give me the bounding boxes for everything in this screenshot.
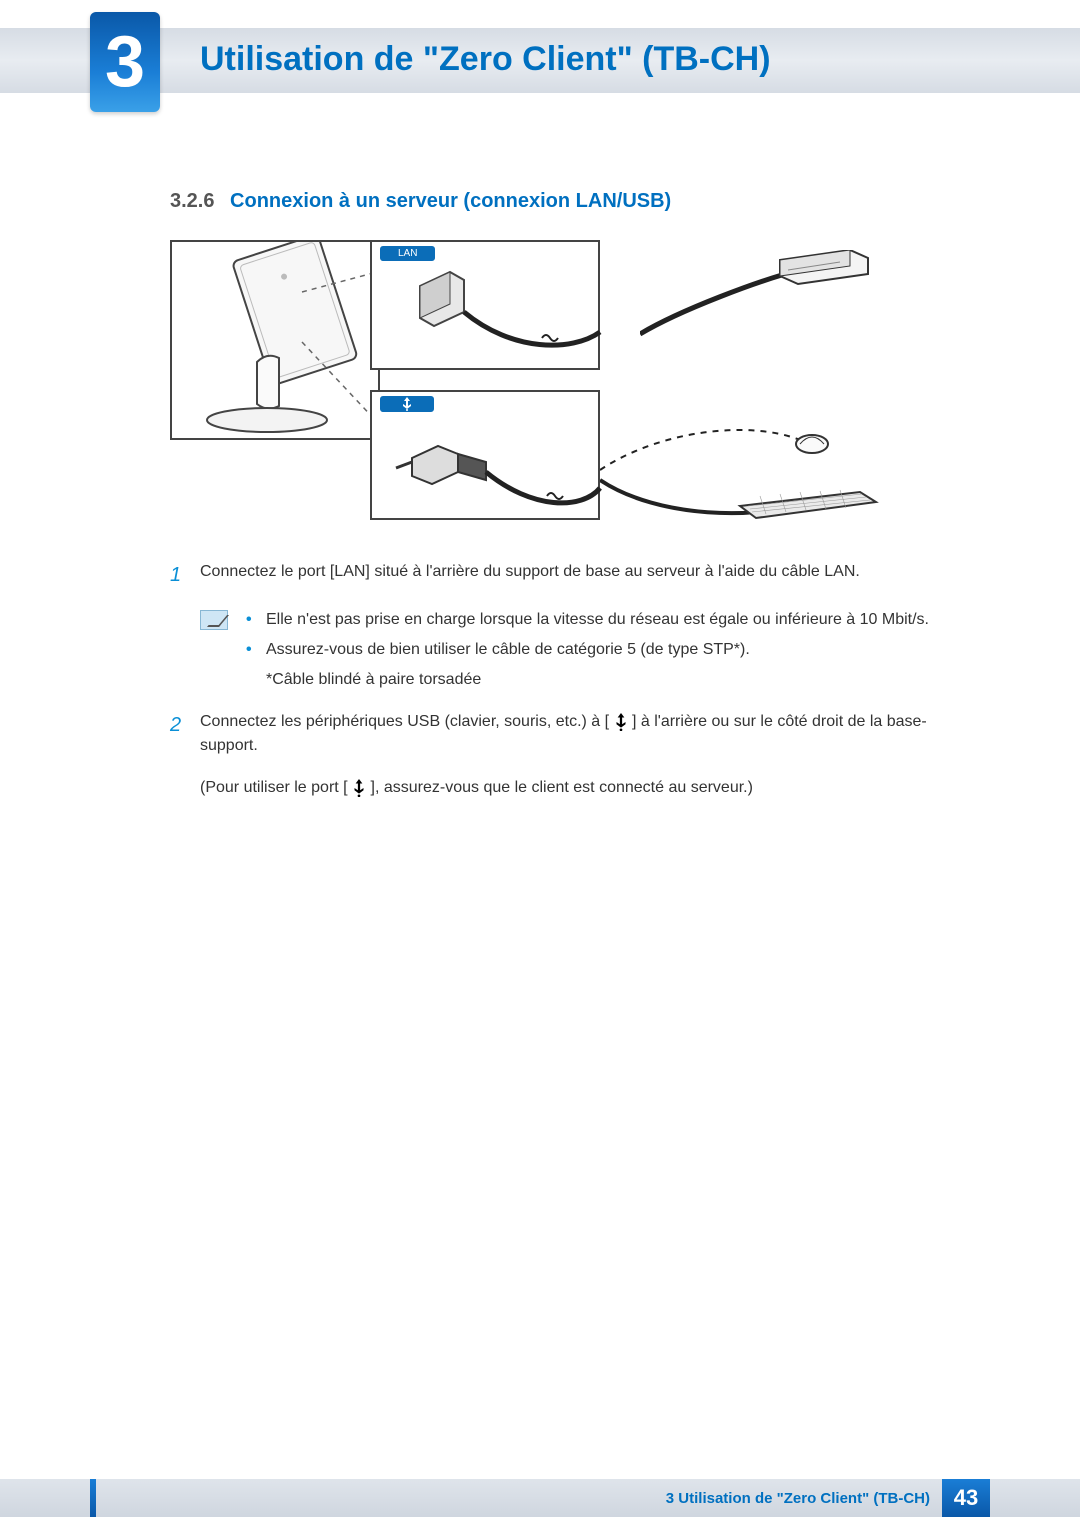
chapter-number: 3 [105, 21, 145, 103]
chapter-number-box: 3 [90, 12, 160, 112]
document-page: 3 Utilisation de "Zero Client" (TB-CH) 3… [0, 0, 1080, 1527]
chapter-title: Utilisation de "Zero Client" (TB-CH) [200, 40, 771, 79]
peripherals-icon [600, 400, 880, 540]
step-1-note: • Elle n'est pas prise en charge lorsque… [200, 608, 930, 692]
section-number: 3.2.6 [170, 190, 214, 212]
note-icon [200, 610, 228, 630]
footer-chapter-text: 3 Utilisation de "Zero Client" (TB-CH) [666, 1490, 930, 1507]
usb-icon [614, 713, 628, 731]
lan-port-icon [372, 242, 602, 372]
step-number: 2 [170, 710, 200, 800]
footer-page-number: 43 [954, 1485, 978, 1511]
step2-para2-before: (Pour utiliser le port [ [200, 779, 348, 796]
step-text: Connectez le port [LAN] situé à l'arrièr… [200, 560, 930, 590]
step-number: 1 [170, 560, 200, 590]
usb-connector-icon [372, 392, 602, 522]
step-2: 2 Connectez les périphériques USB (clavi… [170, 710, 930, 800]
diagram-monitor-panel [170, 240, 380, 440]
monitor-icon [172, 242, 382, 442]
instruction-steps: 1 Connectez le port [LAN] situé à l'arri… [170, 560, 930, 818]
step2-text-before: Connectez les périphériques USB (clavier… [200, 713, 609, 730]
diagram-usb-panel [370, 390, 600, 520]
note-subtext: *Câble blindé à paire torsadée [266, 668, 930, 692]
note-text: Assurez-vous de bien utiliser le câble d… [266, 638, 750, 662]
step-1: 1 Connectez le port [LAN] situé à l'arri… [170, 560, 930, 590]
diagram-lan-panel: LAN [370, 240, 600, 370]
footer-accent-bar [90, 1479, 96, 1517]
note-item: • Assurez-vous de bien utiliser le câble… [246, 638, 930, 662]
note-text: Elle n'est pas prise en charge lorsque l… [266, 608, 929, 632]
bullet-icon: • [246, 608, 266, 632]
connection-diagram: LAN [170, 240, 870, 540]
bullet-icon: • [246, 638, 266, 662]
step2-para2-after: ], assurez-vous que le client est connec… [371, 779, 753, 796]
usb-icon [352, 779, 366, 797]
server-icon [640, 250, 870, 370]
footer-page-number-box: 43 [942, 1479, 990, 1517]
step-text: Connectez les périphériques USB (clavier… [200, 710, 930, 800]
note-item: • Elle n'est pas prise en charge lorsque… [246, 608, 930, 632]
note-list: • Elle n'est pas prise en charge lorsque… [246, 608, 930, 692]
section-title: Connexion à un serveur (connexion LAN/US… [230, 190, 671, 212]
section-heading: 3.2.6 Connexion à un serveur (connexion … [170, 190, 671, 213]
